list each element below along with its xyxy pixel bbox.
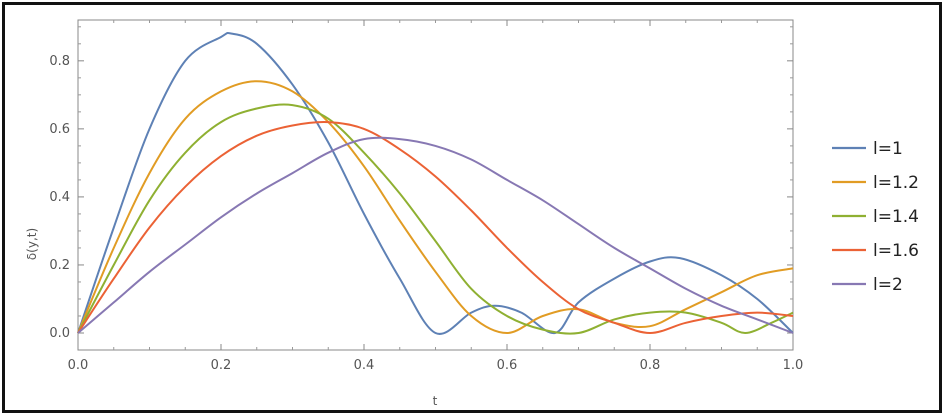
y-tick-label: 0.0	[49, 326, 70, 341]
legend-label-5: l=2	[873, 275, 903, 295]
axis-ticks: 0.0 0.2 0.4 0.6 0.8 1.0 0.0 0.2 0.4 0.6 0.8	[49, 20, 803, 373]
x-tick-label: 0.4	[354, 358, 375, 373]
y-tick-label: 0.4	[49, 190, 70, 205]
x-tick-label: 0.8	[640, 358, 661, 373]
y-axis-label: δ(y,t)	[25, 228, 39, 260]
plot-area-frame	[78, 20, 793, 350]
x-axis-label: t	[433, 394, 438, 408]
x-tick-label: 0.6	[497, 358, 518, 373]
y-tick-label: 0.6	[49, 122, 70, 137]
y-tick-label: 0.8	[49, 54, 70, 69]
x-tick-label: 1.0	[783, 358, 804, 373]
legend-label-3: l=1.4	[873, 207, 919, 227]
legend: l=1 l=1.2 l=1.4 l=1.6 l=2	[832, 139, 919, 295]
series-line-5	[78, 138, 793, 333]
y-tick-label: 0.2	[49, 258, 70, 273]
legend-label-2: l=1.2	[873, 173, 919, 193]
legend-label-1: l=1	[873, 139, 903, 159]
series-line-2	[78, 81, 793, 333]
x-tick-label: 0.0	[68, 358, 89, 373]
series-layer	[78, 33, 793, 334]
series-line-3	[78, 105, 793, 334]
x-tick-label: 0.2	[211, 358, 232, 373]
legend-label-4: l=1.6	[873, 241, 919, 261]
